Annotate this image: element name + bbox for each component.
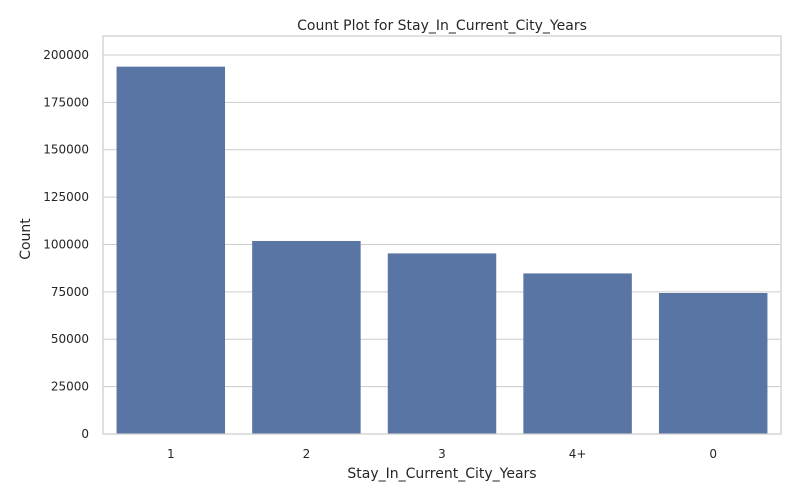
x-axis-ticks: 1 2 3 4+ 0 [167,447,717,461]
plot-frame-border [102,35,782,435]
x-axis-label: Stay_In_Current_City_Years [347,466,536,482]
y-tick-label: 125000 [43,190,89,204]
bar-3 [387,253,497,434]
plot-frame [102,35,782,435]
y-tick-label: 50000 [51,332,89,346]
y-tick-label: 75000 [51,285,89,299]
bar-0 [658,292,768,434]
bars [116,66,768,434]
bar-1 [116,66,226,434]
y-axis-ticks: 0 25000 50000 75000 100000 125000 150000 175000… [43,48,89,441]
y-tick-label: 200000 [43,48,89,62]
bar-2 [252,240,361,434]
x-tick-label: 0 [709,447,717,461]
x-tick-label: 3 [438,447,446,461]
bar-4+ [523,273,632,434]
y-tick-label: 150000 [43,143,89,157]
chart-title: Count Plot for Stay_In_Current_City_Year… [297,18,587,34]
y-tick-label: 0 [81,427,89,441]
x-tick-label: 4+ [569,447,587,461]
y-tick-label: 25000 [51,380,89,394]
x-tick-label: 1 [167,447,175,461]
y-tick-label: 100000 [43,237,89,251]
y-axis-label: Count [18,218,34,260]
x-tick-label: 2 [303,447,311,461]
y-tick-label: 175000 [43,95,89,109]
